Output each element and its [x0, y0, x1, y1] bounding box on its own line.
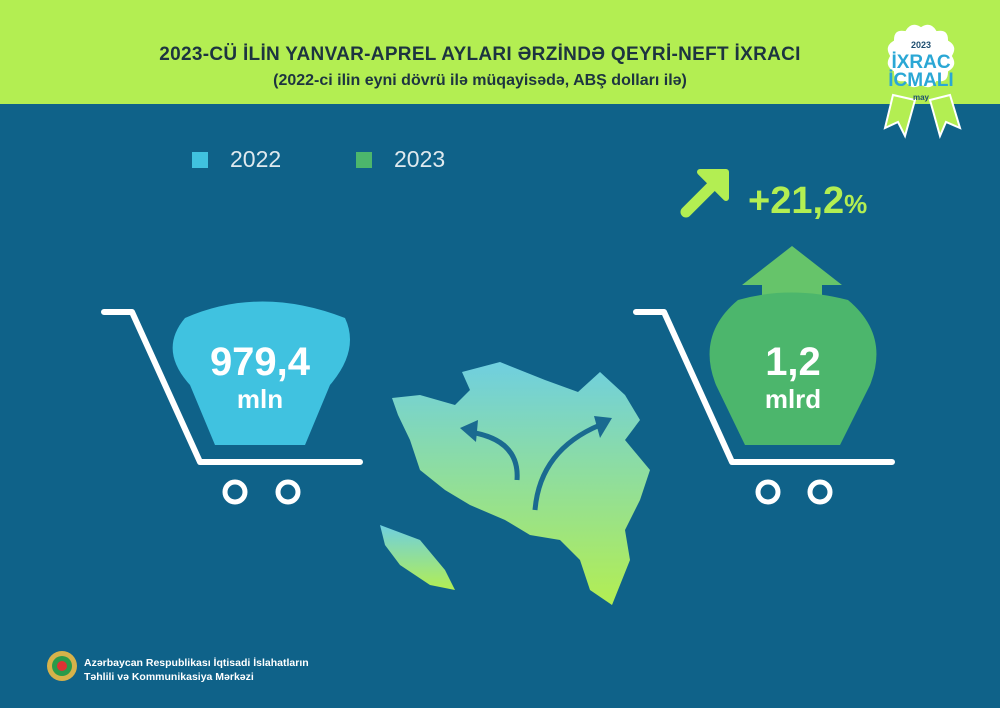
header-banner — [0, 0, 1000, 104]
legend-item-2023: 2023 — [356, 146, 445, 173]
azerbaijan-map — [392, 362, 650, 605]
legend-label-2022: 2022 — [230, 146, 282, 172]
cart-icon-2023 — [633, 309, 895, 465]
page-subtitle: (2022-ci ilin eyni dövrü ilə müqayisədə,… — [273, 72, 687, 89]
footer-organization: Azərbaycan Respublikası İqtisadi İslahat… — [84, 657, 309, 683]
badge-month: may — [913, 93, 930, 102]
badge-ribbon-icon — [883, 22, 962, 140]
value-label-2023: 1,2 mlrd — [764, 340, 822, 414]
up-arrow-icon — [742, 246, 842, 300]
value-blob-2022 — [172, 301, 350, 445]
value-label-2022: 979,4 mln — [209, 340, 311, 414]
legend-swatch-2022 — [192, 151, 208, 168]
value-blob-2023 — [709, 292, 877, 445]
badge-line2: İCMALI — [888, 70, 953, 91]
change-percent: +21,2% — [748, 180, 868, 222]
growth-arrow-icon — [680, 169, 729, 218]
badge-year: 2023 — [911, 40, 931, 50]
page-title: 2023-CÜ İLİN YANVAR-APREL AYLARI ƏRZİNDƏ… — [159, 44, 801, 65]
legend-item-2022: 2022 — [192, 146, 281, 173]
badge-line1: İXRAC — [891, 52, 950, 73]
cart-icon-2022 — [101, 309, 363, 465]
legend-label-2023: 2023 — [394, 146, 446, 172]
legend-swatch-2023 — [356, 151, 372, 168]
